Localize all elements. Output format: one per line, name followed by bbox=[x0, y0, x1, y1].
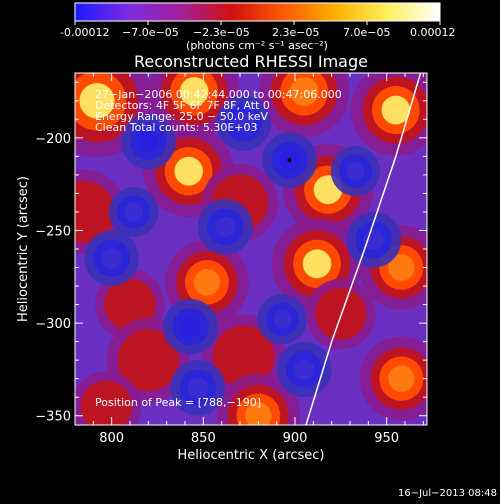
colorbar-tick-label: −7.0e−05 bbox=[122, 26, 179, 39]
y-tick-label: −200 bbox=[35, 132, 71, 147]
colorbar bbox=[74, 2, 441, 22]
heatmap-bright-blob bbox=[381, 95, 411, 125]
axis-ticks bbox=[74, 73, 427, 425]
heatmap-bright-blob bbox=[75, 180, 115, 244]
y-tick-label: −250 bbox=[35, 224, 71, 239]
info-peak-position: Position of Peak = [788,−190] bbox=[95, 396, 261, 409]
x-axis-title: Heliocentric X (arcsec) bbox=[178, 448, 325, 463]
heatmap-bright-blob bbox=[174, 156, 203, 186]
heatmap-bright-blob bbox=[179, 77, 209, 106]
x-tick-label: 800 bbox=[99, 431, 124, 446]
x-tick-label: 900 bbox=[283, 431, 308, 446]
y-tick-label: −300 bbox=[35, 317, 71, 332]
colorbar-tick-label: 2.3e−05 bbox=[272, 26, 319, 39]
heatmap-bright-blob bbox=[79, 83, 115, 119]
peak-marker bbox=[287, 158, 292, 163]
y-tick-label: −350 bbox=[35, 410, 71, 425]
heatmap-dark-blob bbox=[187, 377, 208, 399]
x-tick-label: 850 bbox=[191, 431, 216, 446]
info-clean-counts: Clean Total counts: 5.30E+03 bbox=[95, 121, 258, 134]
heatmap-dark-blob bbox=[124, 202, 143, 222]
heatmap-dark-blob bbox=[101, 248, 122, 269]
colorbar-tick-label: 0.00012 bbox=[410, 26, 456, 39]
heatmap-dark-blob bbox=[215, 216, 236, 237]
heatmap-bright-blob bbox=[302, 249, 332, 279]
colorbar-tick-label: −2.3e−05 bbox=[193, 26, 250, 39]
heatmap-bright-blob bbox=[388, 254, 415, 281]
colorbar-tick-label: 7.0e−05 bbox=[343, 26, 390, 39]
info-detectors: Detectors: 4F 5F 6F 7F 8F, Att 0 bbox=[95, 99, 270, 112]
heatmap-bright-blob bbox=[104, 278, 156, 331]
heatmap-dark-blob bbox=[180, 316, 201, 337]
footer-timestamp: 16−Jul−2013 08:48 bbox=[398, 488, 497, 499]
info-energy-range: Energy Range: 25.0 − 50.0 keV bbox=[95, 110, 269, 123]
solar-limb-curve bbox=[305, 73, 422, 425]
heatmap-dark-blob bbox=[363, 229, 384, 250]
x-tick-label: 950 bbox=[374, 431, 399, 446]
heatmap-bright-blob bbox=[289, 77, 319, 106]
heatmap-image bbox=[75, 73, 427, 425]
heatmap-dark-blob bbox=[138, 131, 159, 152]
heatmap-dark-blob bbox=[346, 162, 365, 181]
heatmap-bright-blob bbox=[80, 380, 132, 425]
colorbar-tick-label: -0.00012 bbox=[60, 26, 109, 39]
heatmap-dark-blob bbox=[273, 310, 292, 329]
heatmap-bright-blob bbox=[245, 402, 272, 425]
heatmap-dark-blob bbox=[294, 359, 315, 380]
chart-title: Reconstructed RHESSI Image bbox=[134, 52, 368, 71]
axis-tick-labels: 800 850 900 950 −200 −250 −300 −350 bbox=[35, 132, 399, 446]
info-time-range: 27−Jan−2006 00:42:44.000 to 00:47:06.000 bbox=[95, 88, 342, 101]
heatmap-dark-blob bbox=[233, 112, 254, 134]
heatmap-bright-blob bbox=[388, 365, 415, 393]
y-axis-title: Heliocentric Y (arcsec) bbox=[16, 176, 31, 322]
heatmap-bright-blob bbox=[117, 329, 180, 392]
colorbar-unit-label: (photons cm⁻² s⁻¹ asec⁻²) bbox=[186, 39, 328, 52]
colorbar-ticks bbox=[74, 21, 441, 25]
heatmap-bright-blob bbox=[193, 269, 221, 296]
heatmap-bright-blob bbox=[212, 325, 275, 388]
